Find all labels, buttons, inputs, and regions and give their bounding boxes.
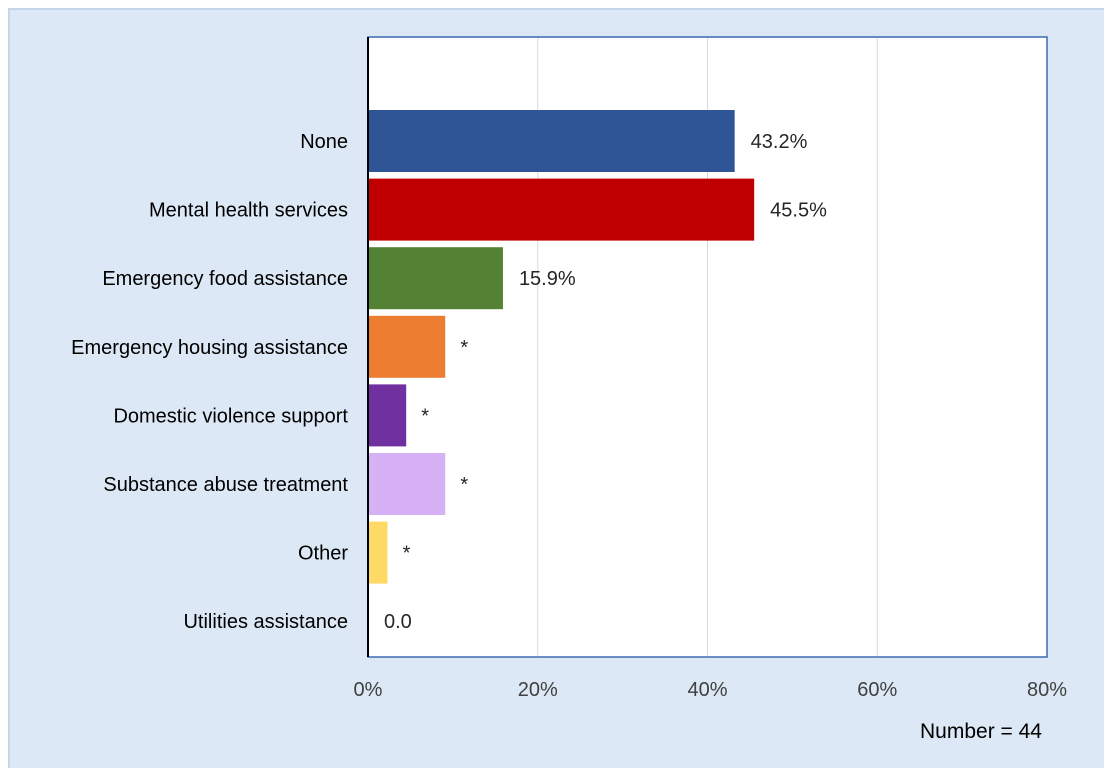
bar (368, 247, 503, 310)
data-label: 43.2% (751, 131, 808, 153)
category-label: Substance abuse treatment (103, 474, 348, 496)
data-label: 15.9% (519, 268, 576, 290)
bar (368, 178, 755, 241)
data-label: * (460, 474, 468, 496)
data-label: 0.0 (384, 611, 412, 633)
category-label: Emergency food assistance (102, 268, 348, 290)
bar (368, 110, 735, 172)
data-label: * (421, 405, 429, 427)
data-label: * (460, 337, 468, 359)
data-label: * (403, 543, 411, 565)
x-tick-label: 60% (857, 679, 897, 701)
x-tick-label: 40% (687, 679, 727, 701)
x-tick-label: 80% (1027, 679, 1067, 701)
sample-size-note: Number = 44 (920, 720, 1042, 743)
x-tick-label: 0% (354, 679, 383, 701)
plot-frame (367, 36, 1048, 658)
category-label: Domestic violence support (113, 405, 348, 427)
bar (368, 315, 446, 378)
category-label: Emergency housing assistance (71, 337, 348, 359)
data-label: 45.5% (770, 200, 827, 222)
bars (368, 110, 755, 584)
category-label: None (300, 131, 348, 153)
bar (368, 384, 407, 447)
category-label: Utilities assistance (183, 611, 348, 633)
category-label: Other (298, 543, 348, 565)
bar (368, 453, 446, 515)
labels: 0% 20% 40% 60% 80% None 43.2% Mental health ser… (71, 131, 1067, 701)
category-label: Mental health services (149, 200, 348, 222)
x-tick-label: 20% (518, 679, 558, 701)
bar (368, 521, 388, 584)
